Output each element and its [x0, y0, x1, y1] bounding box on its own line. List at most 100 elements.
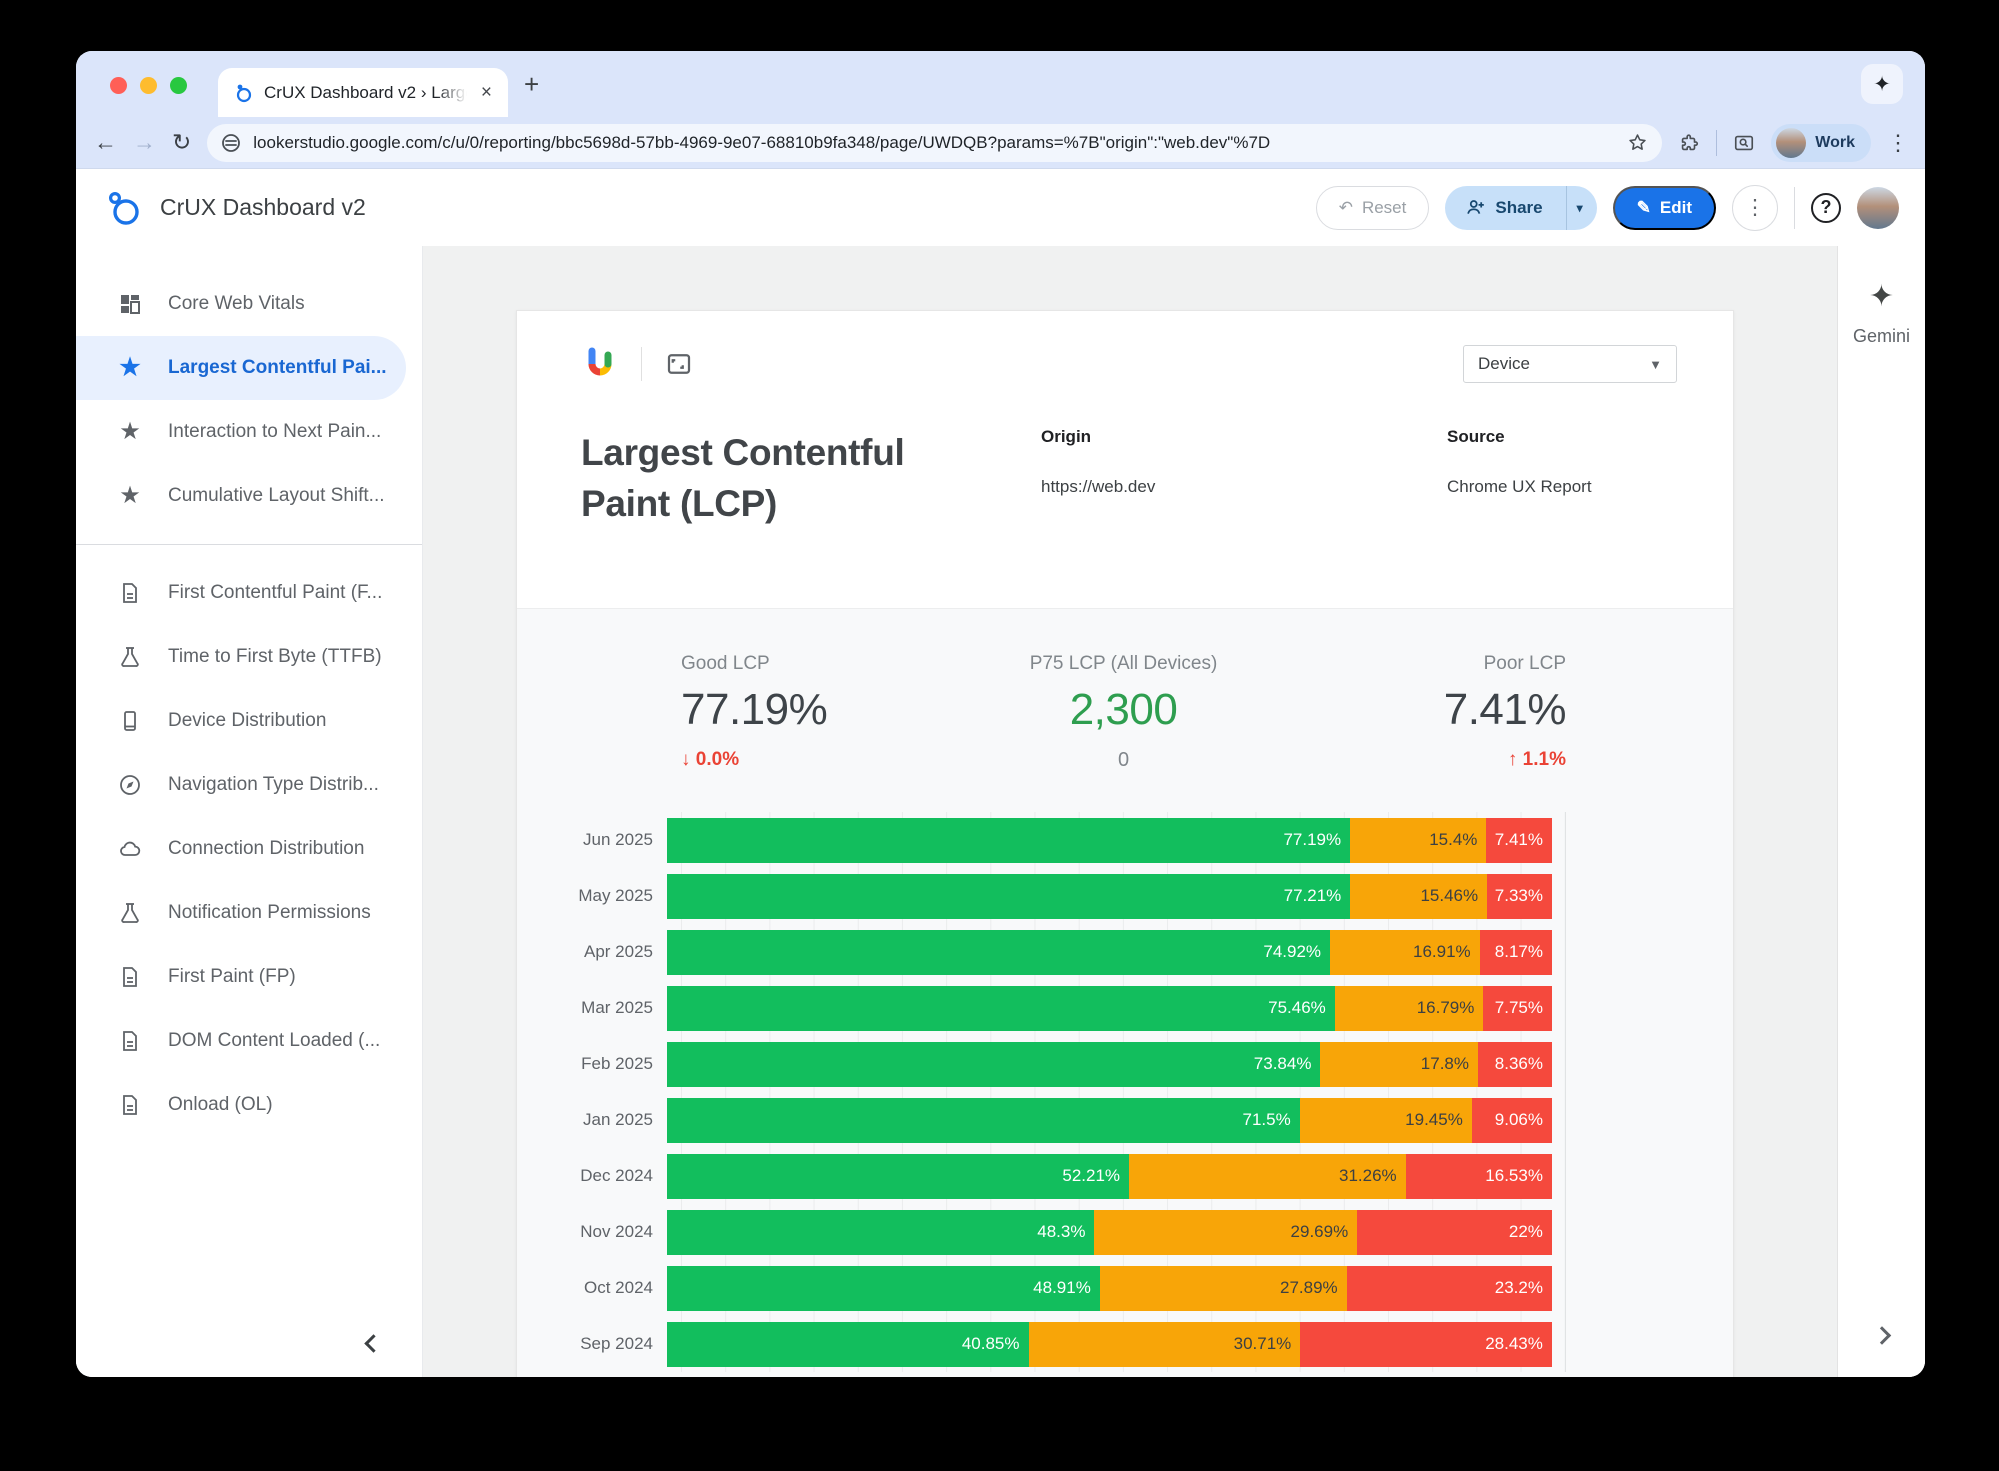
browser-tab[interactable]: CrUX Dashboard v2 › Largest × [218, 68, 508, 117]
bar-value-label: 17.8% [1420, 1054, 1469, 1073]
sidebar-collapse-button[interactable] [364, 1334, 383, 1355]
stacked-bar: 48.91% 27.89% 23.2% [667, 1265, 1552, 1311]
bar-segment-good[interactable]: 77.19% [667, 817, 1351, 863]
stat-sub-value: 0 [1117, 749, 1130, 771]
bar-segment-needs-improvement[interactable]: 30.71% [1028, 1321, 1301, 1367]
bar-segment-good[interactable]: 77.21% [667, 873, 1351, 919]
embed-frame-icon[interactable] [664, 349, 694, 379]
bar-segment-poor[interactable]: 9.06% [1471, 1097, 1552, 1143]
bar-segment-poor[interactable]: 8.36% [1477, 1041, 1552, 1087]
bar-value-label: 15.46% [1420, 886, 1479, 905]
app-title: CrUX Dashboard v2 [160, 194, 366, 220]
bar-segment-poor[interactable]: 28.43% [1300, 1321, 1552, 1367]
bar-segment-poor[interactable]: 7.33% [1487, 873, 1552, 919]
sidebar-item-cumulative-layout-shift[interactable]: ★ Cumulative Layout Shift... [76, 464, 422, 528]
bar-segment-good[interactable]: 75.46% [667, 985, 1335, 1031]
more-options-button[interactable]: ⋮ [1732, 184, 1778, 231]
sidebar-item-first-paint-fp[interactable]: First Paint (FP) [76, 945, 422, 1009]
bar-value-label: 77.19% [1283, 830, 1342, 849]
sidebar-item-navigation-type-distrib[interactable]: Navigation Type Distrib... [76, 753, 422, 817]
reload-icon[interactable]: ↻ [172, 129, 192, 155]
panel-expand-button[interactable] [1872, 1326, 1891, 1347]
month-label: Sep 2024 [580, 1334, 653, 1353]
bar-segment-poor[interactable]: 22% [1357, 1209, 1552, 1255]
tab-close-icon[interactable]: × [480, 82, 492, 103]
sidebar-item-device-distribution[interactable]: Device Distribution [76, 689, 422, 753]
bar-segment-good[interactable]: 73.84% [667, 1041, 1321, 1087]
bar-segment-good[interactable]: 40.85% [667, 1321, 1029, 1367]
new-tab-button[interactable]: + [524, 69, 540, 99]
sidebar-item-interaction-to-next-pain[interactable]: ★ Interaction to Next Pain... [76, 400, 422, 464]
bar-segment-poor[interactable]: 16.53% [1405, 1153, 1552, 1199]
help-icon[interactable]: ? [1811, 192, 1841, 223]
scorecard-section: Good LCP 77.19% ↓ 0.0% P75 LCP (All Devices… [517, 608, 1733, 1377]
stat-label: Good LCP [681, 653, 770, 674]
stacked-bar: 75.46% 16.79% 7.75% [667, 985, 1552, 1031]
extensions-icon[interactable] [1678, 132, 1700, 154]
back-icon[interactable]: ← [94, 129, 117, 155]
bar-value-label: 22% [1508, 1222, 1543, 1241]
close-window-icon[interactable] [110, 77, 127, 94]
browser-menu-icon[interactable]: ⋮ [1887, 129, 1909, 155]
bar-segment-good[interactable]: 74.92% [667, 929, 1331, 975]
month-label: Feb 2025 [581, 1054, 653, 1073]
bar-segment-poor[interactable]: 7.41% [1486, 817, 1552, 863]
forward-icon[interactable]: → [133, 129, 156, 155]
sidebar-item-label: Device Distribution [168, 710, 327, 731]
account-avatar[interactable] [1857, 186, 1899, 229]
bar-segment-poor[interactable]: 8.17% [1479, 929, 1552, 975]
bar-segment-good[interactable]: 52.21% [667, 1153, 1130, 1199]
bar-value-label: 7.75% [1494, 998, 1543, 1017]
side-panel-search-icon[interactable] [1733, 132, 1755, 154]
bar-segment-needs-improvement[interactable]: 17.8% [1320, 1041, 1478, 1087]
bar-value-label: 7.41% [1494, 830, 1543, 849]
bar-segment-needs-improvement[interactable]: 29.69% [1094, 1209, 1358, 1255]
url-bar[interactable]: lookerstudio.google.com/c/u/0/reporting/… [207, 123, 1663, 162]
tab-sparkle-icon[interactable]: ✦ [1861, 64, 1903, 104]
bar-segment-needs-improvement[interactable]: 16.91% [1330, 929, 1480, 975]
sidebar-item-notification-permissions[interactable]: Notification Permissions [76, 881, 422, 945]
bookmark-star-icon[interactable] [1627, 132, 1648, 153]
scorecard-good-lcp: Good LCP 77.19% ↓ 0.0% [681, 653, 976, 772]
reset-button[interactable]: ↶ Reset [1315, 185, 1430, 230]
sidebar-item-time-to-first-byte-ttfb[interactable]: Time to First Byte (TTFB) [76, 625, 422, 689]
site-settings-icon[interactable] [221, 133, 241, 153]
bar-segment-needs-improvement[interactable]: 19.45% [1299, 1097, 1472, 1143]
flask-icon [116, 901, 144, 925]
bar-segment-good[interactable]: 48.91% [667, 1265, 1100, 1311]
edit-button[interactable]: ✎ Edit [1612, 185, 1716, 230]
source-label: Source [1447, 427, 1505, 446]
chart-row-apr-2025: Apr 2025 74.92% 16.91% 8.17% [517, 924, 1733, 980]
bar-segment-good[interactable]: 48.3% [667, 1209, 1095, 1255]
flask-icon [116, 645, 144, 669]
sidebar-item-connection-distribution[interactable]: Connection Distribution [76, 817, 422, 881]
star-icon: ★ [119, 354, 141, 381]
bar-segment-good[interactable]: 71.5% [667, 1097, 1300, 1143]
device-filter-dropdown[interactable]: Device ▼ [1463, 345, 1677, 383]
minimize-window-icon[interactable] [140, 77, 157, 94]
bar-segment-needs-improvement[interactable]: 15.4% [1350, 817, 1487, 863]
bar-segment-needs-improvement[interactable]: 16.79% [1334, 985, 1484, 1031]
share-dropdown-caret[interactable]: ▾ [1565, 185, 1597, 230]
sidebar-item-dom-content-loaded[interactable]: DOM Content Loaded (... [76, 1009, 422, 1073]
sidebar-item-first-contentful-paint-f[interactable]: First Contentful Paint (F... [76, 561, 422, 625]
sidebar-item-onload-ol[interactable]: Onload (OL) [76, 1073, 422, 1137]
chart-row-nov-2024: Nov 2024 48.3% 29.69% 22% [517, 1204, 1733, 1260]
gemini-sparkle-icon[interactable]: ✦ [1868, 280, 1895, 313]
bar-segment-needs-improvement[interactable]: 27.89% [1099, 1265, 1347, 1311]
sidebar-item-label: First Paint (FP) [168, 966, 296, 987]
report-page-sidebar: Core Web Vitals ★ Largest Contentful Pai..… [76, 246, 423, 1377]
bar-value-label: 27.89% [1279, 1278, 1338, 1297]
bar-value-label: 16.53% [1485, 1166, 1543, 1185]
browser-profile-chip[interactable]: Work [1771, 123, 1871, 162]
bar-segment-poor[interactable]: 23.2% [1346, 1265, 1552, 1311]
app-header: CrUX Dashboard v2 ↶ Reset Share ▾ ✎ Edit [76, 169, 1925, 246]
bar-segment-needs-improvement[interactable]: 31.26% [1129, 1153, 1406, 1199]
maximize-window-icon[interactable] [170, 77, 187, 94]
share-button[interactable]: Share ▾ [1445, 185, 1597, 230]
sidebar-item-largest-contentful-pai[interactable]: ★ Largest Contentful Pai... [76, 336, 406, 400]
bar-segment-poor[interactable]: 7.75% [1483, 985, 1552, 1031]
sidebar-item-core-web-vitals[interactable]: Core Web Vitals [76, 272, 422, 336]
bar-segment-needs-improvement[interactable]: 15.46% [1350, 873, 1488, 919]
stat-value: 77.19% [681, 685, 828, 734]
